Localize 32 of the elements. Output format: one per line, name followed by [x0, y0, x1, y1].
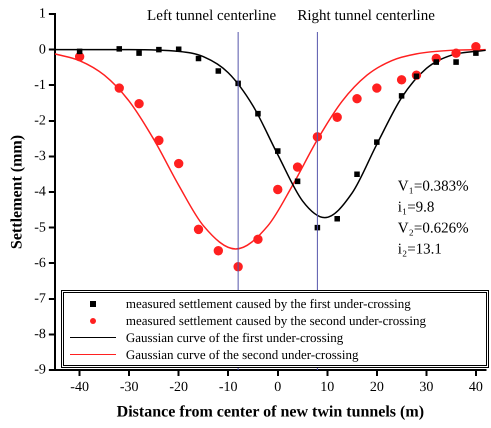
x-tick-label: 20 [370, 380, 384, 396]
y-tick-label: -9 [34, 362, 46, 378]
y-tick-label: -5 [34, 220, 46, 236]
x-tick-label: 40 [468, 380, 483, 396]
legend-label: Gaussian curve of the first under-crossing [126, 330, 344, 346]
annotation: i₁=9.8 [398, 200, 434, 216]
annotation: i₂=13.1 [398, 242, 442, 258]
y-tick-label: -4 [34, 184, 46, 200]
legend-label: Gaussian curve of the second under-crossing [126, 346, 358, 362]
ref-line-label: Left tunnel centerline [147, 8, 276, 24]
legend-label: measured settlement caused by the second under-crossing [126, 312, 426, 328]
x-tick-label: -10 [218, 380, 238, 396]
y-tick-label: -3 [34, 149, 46, 164]
y-tick-label: -8 [34, 327, 46, 342]
y-axis-title: Settlement (mm) [8, 134, 26, 250]
x-tick-label: 10 [320, 380, 334, 396]
y-tick-label: 1 [38, 6, 46, 22]
y-tick-label: -7 [34, 291, 46, 306]
x-tick-label: 0 [274, 380, 282, 396]
x-tick-label: -40 [70, 380, 89, 396]
x-tick-label: -20 [169, 380, 188, 396]
ref-line-label: Right tunnel centerline [297, 8, 436, 24]
y-tick-label: 0 [38, 42, 46, 58]
y-tick-label: -1 [34, 78, 46, 93]
x-axis-title: Distance from center of new twin tunnels (m) [116, 404, 424, 421]
annotation: V₁=0.383% [398, 178, 469, 195]
x-tick-label: 30 [419, 380, 434, 396]
x-tick-label: -30 [120, 380, 138, 396]
y-tick-label: -6 [34, 256, 46, 271]
legend-label: measured settlement caused by the first under-crossing [126, 296, 411, 312]
y-tick-label: -2 [34, 113, 46, 128]
annotation: V₂=0.626% [398, 220, 469, 237]
